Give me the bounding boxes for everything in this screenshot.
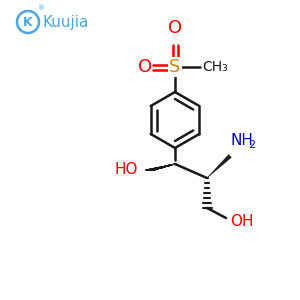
Text: O: O: [168, 19, 182, 37]
Text: ®: ®: [38, 5, 45, 11]
Text: Kuujia: Kuujia: [43, 14, 89, 29]
Text: O: O: [138, 58, 152, 76]
Polygon shape: [207, 154, 231, 178]
Text: NH: NH: [230, 133, 253, 148]
Text: OH: OH: [230, 214, 253, 230]
Text: S: S: [169, 58, 181, 76]
Text: CH₃: CH₃: [202, 60, 228, 74]
Text: 2: 2: [248, 140, 255, 150]
Text: K: K: [23, 16, 33, 28]
Text: HO: HO: [115, 163, 138, 178]
